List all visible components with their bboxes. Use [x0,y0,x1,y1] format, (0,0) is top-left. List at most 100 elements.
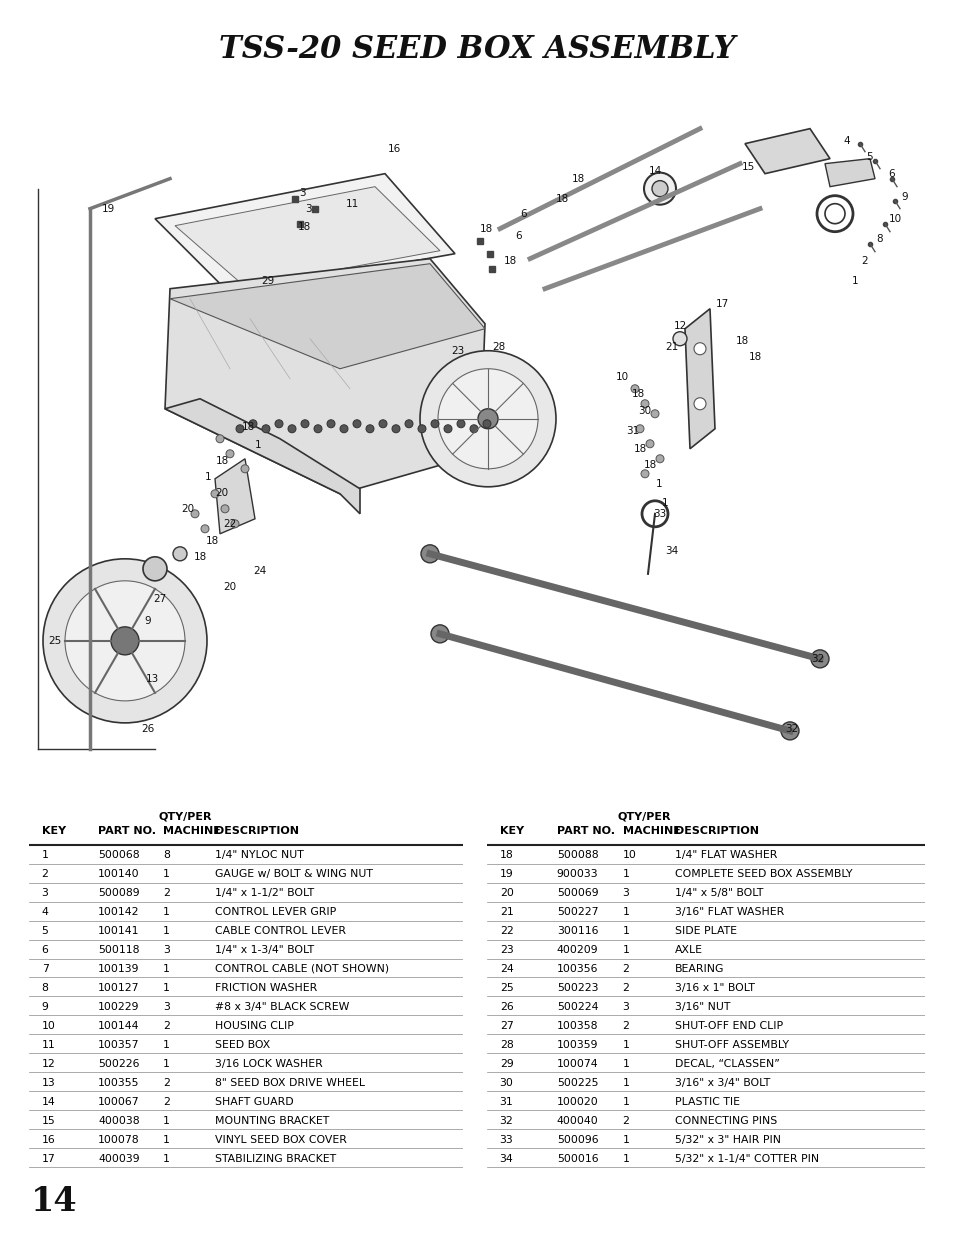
Text: 2: 2 [622,1021,629,1031]
Text: CONNECTING PINS: CONNECTING PINS [675,1115,777,1125]
Text: PART NO.: PART NO. [557,826,614,836]
Text: 3: 3 [298,188,305,198]
Circle shape [172,547,187,561]
Text: 18: 18 [642,459,656,469]
Text: 3/16" FLAT WASHER: 3/16" FLAT WASHER [675,906,783,918]
Text: 21: 21 [499,906,513,918]
Text: 26: 26 [499,1002,513,1011]
Text: MACHINE: MACHINE [163,826,221,836]
Text: 16: 16 [387,143,400,153]
Text: 13: 13 [42,1078,55,1088]
Text: 26: 26 [141,724,154,734]
Text: 1: 1 [622,945,629,955]
Text: 100358: 100358 [557,1021,598,1031]
Text: CONTROL LEVER GRIP: CONTROL LEVER GRIP [215,906,336,918]
Text: 18: 18 [478,224,492,233]
Circle shape [651,180,667,196]
Text: 33: 33 [499,1135,513,1145]
Polygon shape [154,174,455,294]
Text: 20: 20 [499,888,513,898]
Text: 4: 4 [42,906,49,918]
Text: DECAL, “CLASSEN”: DECAL, “CLASSEN” [675,1058,780,1068]
Text: DESCRIPTION: DESCRIPTION [215,826,299,836]
Circle shape [43,558,207,722]
Text: 100020: 100020 [557,1097,598,1107]
Text: 100139: 100139 [98,965,139,974]
Text: 17: 17 [715,299,728,309]
Text: 100140: 100140 [98,869,139,879]
Circle shape [249,420,256,427]
Text: 100078: 100078 [98,1135,139,1145]
Text: 1: 1 [622,1078,629,1088]
Text: 6: 6 [42,945,49,955]
Circle shape [640,469,648,478]
Circle shape [630,385,639,393]
Text: 18: 18 [205,536,218,546]
Text: CONTROL CABLE (NOT SHOWN): CONTROL CABLE (NOT SHOWN) [215,965,389,974]
Text: 10: 10 [615,372,628,382]
Text: 21: 21 [664,342,678,352]
Text: 28: 28 [492,342,505,352]
Circle shape [420,545,438,563]
Text: 1: 1 [163,869,170,879]
Text: 18: 18 [297,221,311,232]
Text: 500227: 500227 [557,906,598,918]
Polygon shape [174,186,439,287]
Text: 25: 25 [49,636,62,646]
Circle shape [211,490,219,498]
Text: 9: 9 [901,191,907,201]
Text: 1: 1 [622,1135,629,1145]
Text: 3/16" NUT: 3/16" NUT [675,1002,730,1011]
Text: 400040: 400040 [557,1115,598,1125]
Text: 8" SEED BOX DRIVE WHEEL: 8" SEED BOX DRIVE WHEEL [215,1078,365,1088]
Text: 19: 19 [499,869,513,879]
Text: 1: 1 [163,1153,170,1163]
Text: 5/32" x 1-1/4" COTTER PIN: 5/32" x 1-1/4" COTTER PIN [675,1153,819,1163]
Text: 20: 20 [181,504,194,514]
Circle shape [656,454,663,463]
Text: 100359: 100359 [557,1040,598,1050]
Text: 3: 3 [622,1002,629,1011]
Text: CABLE CONTROL LEVER: CABLE CONTROL LEVER [215,926,346,936]
Circle shape [650,410,659,417]
Text: 500089: 500089 [98,888,139,898]
Circle shape [443,425,452,432]
Text: 1: 1 [205,472,212,482]
Text: 30: 30 [499,1078,513,1088]
Text: 18: 18 [215,456,229,466]
Text: 23: 23 [451,346,464,356]
Text: 100357: 100357 [98,1040,139,1050]
Circle shape [405,420,413,427]
Circle shape [231,520,239,527]
Text: AXLE: AXLE [675,945,702,955]
Text: 500118: 500118 [98,945,139,955]
Text: 15: 15 [42,1115,55,1125]
Text: SHUT-OFF ASSEMBLY: SHUT-OFF ASSEMBLY [675,1040,788,1050]
Text: 30: 30 [638,406,651,416]
Text: 1/4" x 5/8" BOLT: 1/4" x 5/8" BOLT [675,888,762,898]
Text: 31: 31 [626,426,639,436]
Text: PLASTIC TIE: PLASTIC TIE [675,1097,740,1107]
Circle shape [470,425,477,432]
Circle shape [431,420,438,427]
Text: 2: 2 [163,1078,170,1088]
Text: 14: 14 [30,1184,77,1218]
Text: SEED BOX: SEED BOX [215,1040,271,1050]
Text: 100355: 100355 [98,1078,139,1088]
Text: 32: 32 [784,724,798,734]
Text: 100229: 100229 [98,1002,139,1011]
Text: 1: 1 [163,906,170,918]
Text: 500225: 500225 [557,1078,598,1088]
Text: 1: 1 [655,479,661,489]
Circle shape [241,464,249,473]
Text: 5: 5 [42,926,49,936]
Text: 1: 1 [42,850,49,860]
Text: 400039: 400039 [98,1153,139,1163]
Text: 1: 1 [163,926,170,936]
Text: 500224: 500224 [557,1002,598,1011]
Text: 2: 2 [622,1115,629,1125]
Text: 27: 27 [499,1021,513,1031]
Circle shape [327,420,335,427]
Text: FRICTION WASHER: FRICTION WASHER [215,983,317,993]
Text: 1: 1 [622,906,629,918]
